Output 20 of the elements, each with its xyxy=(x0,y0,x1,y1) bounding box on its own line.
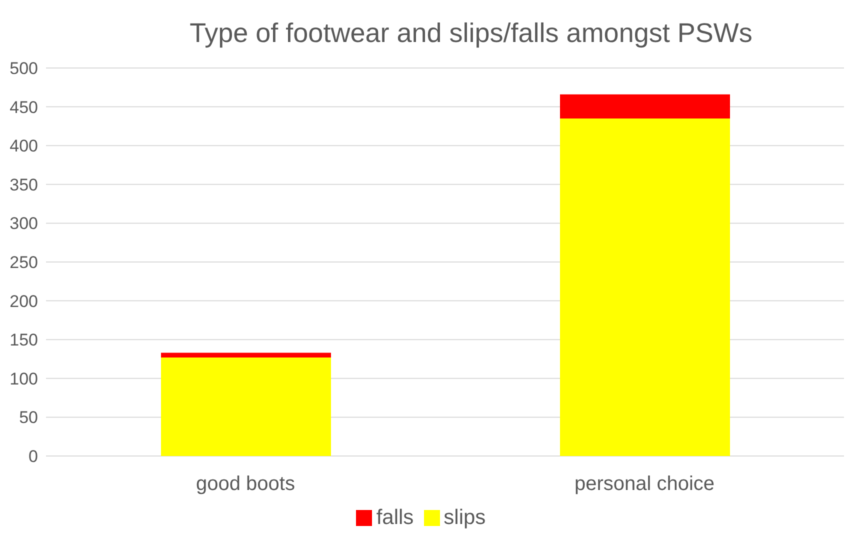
x-tick-label: personal choice xyxy=(574,473,715,496)
y-tick-label: 50 xyxy=(19,408,38,428)
y-tick-label: 200 xyxy=(10,292,38,311)
y-tick-label: 450 xyxy=(10,98,38,117)
bar xyxy=(161,357,331,456)
x-tick-label: good boots xyxy=(196,473,295,496)
y-tick-label: 250 xyxy=(10,253,38,272)
y-tick-label: 400 xyxy=(10,136,38,156)
legend-label: slips xyxy=(444,506,486,529)
y-tick-label: 300 xyxy=(10,214,38,234)
chart-title: Type of footwear and slips/falls amongst PSWs xyxy=(188,17,754,50)
legend-label: falls xyxy=(376,506,414,529)
y-tick-label: 0 xyxy=(28,447,38,466)
bar xyxy=(161,352,331,358)
y-tick-label: 500 xyxy=(10,59,38,78)
y-tick-label: 350 xyxy=(10,175,38,194)
y-tick-label: 150 xyxy=(10,330,38,350)
bar xyxy=(560,118,730,456)
y-tick-label: 100 xyxy=(10,369,38,388)
bar xyxy=(560,94,730,118)
